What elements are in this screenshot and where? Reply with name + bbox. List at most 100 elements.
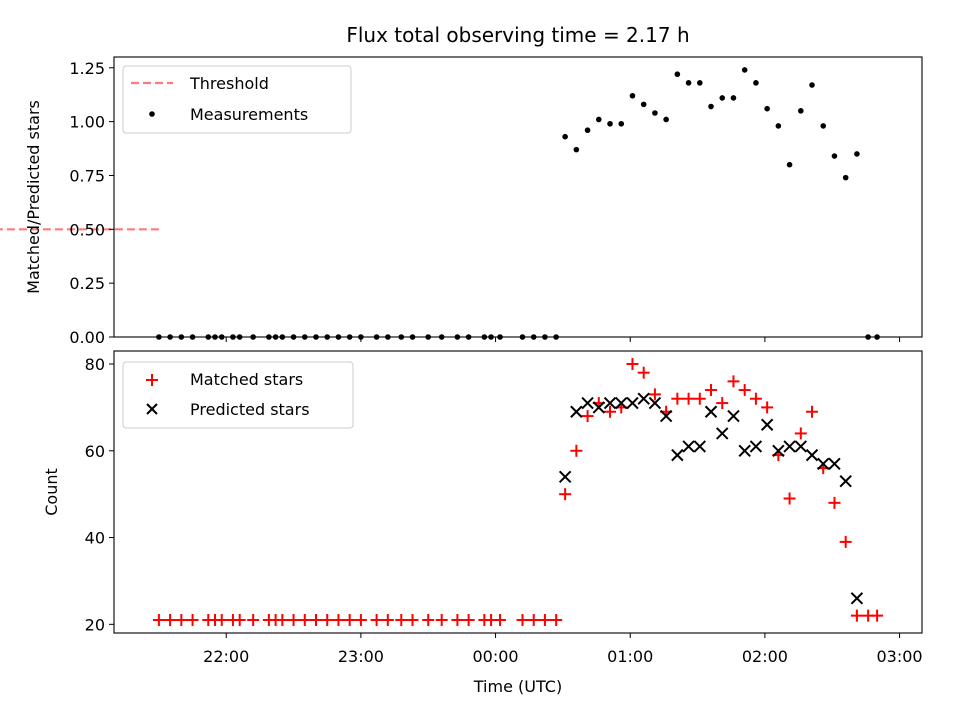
predicted-star-point <box>592 401 606 414</box>
matched-star-point <box>332 613 345 626</box>
measurement-point <box>786 161 793 168</box>
matched-star-point <box>164 613 177 626</box>
predicted-star-point <box>817 457 830 471</box>
measurement-point <box>842 174 849 181</box>
matched-star-point <box>215 613 228 626</box>
measurement-point <box>775 123 782 129</box>
predicted-star-point <box>682 440 695 453</box>
matched-star-point <box>247 613 260 626</box>
measurement-point <box>618 120 625 127</box>
matched-star-point <box>152 613 165 626</box>
measurement-point <box>719 95 726 101</box>
measurement-point <box>674 71 681 78</box>
matched-star-point <box>527 613 540 626</box>
matched-stars-points <box>152 358 884 626</box>
y-tick-label: 60 <box>85 442 105 461</box>
top-legend-box <box>122 65 352 134</box>
y-tick-label: 0.75 <box>69 166 105 185</box>
y-tick-label: 20 <box>85 615 105 634</box>
predicted-star-point <box>727 409 740 423</box>
matched-star-point <box>381 613 394 626</box>
predicted-star-point <box>772 444 785 457</box>
matched-star-point <box>494 613 507 626</box>
matched-star-point <box>422 613 435 626</box>
predicted-star-point <box>716 427 729 440</box>
measurement-point <box>854 151 860 157</box>
top-axes-frame <box>113 56 923 338</box>
predicted-star-point <box>805 448 819 462</box>
x-tick-label: 00:00 <box>473 647 519 666</box>
matched-star-point <box>761 401 774 414</box>
matched-star-point <box>871 609 884 622</box>
matched-star-point <box>626 358 639 371</box>
matched-star-point <box>749 392 762 405</box>
measurement-point <box>730 95 737 101</box>
measurement-point <box>573 146 580 153</box>
y-tick-label: 0.00 <box>69 328 105 347</box>
matched-star-point <box>794 427 807 440</box>
measurement-point <box>640 101 647 108</box>
matched-star-point <box>175 613 188 626</box>
measurement-point <box>753 80 759 86</box>
y-tick-label: 80 <box>85 355 105 374</box>
bottom-legend-box <box>122 361 354 429</box>
measurement-points <box>156 67 880 340</box>
predicted-star-point <box>783 440 796 453</box>
predicted-star-point <box>760 418 774 431</box>
matched-star-point <box>828 496 841 509</box>
predicted-star-point <box>693 440 707 453</box>
matched-star-point <box>354 613 367 626</box>
y-tick-label: 40 <box>85 529 105 548</box>
legend-matched-swatch <box>146 374 158 386</box>
matched-star-point <box>570 444 583 457</box>
measurement-point <box>584 127 591 134</box>
matched-star-point <box>370 613 383 626</box>
matched-star-point <box>287 613 300 626</box>
legend-predicted-swatch <box>146 403 158 415</box>
measurement-point <box>741 67 748 73</box>
legend-threshold-label: Threshold <box>189 74 269 93</box>
top-panel: 0.00 0.25 0.50 0.75 1.00 1.25 Matched/Predict… <box>0 56 923 347</box>
matched-star-point <box>738 384 751 397</box>
predicted-star-point <box>659 409 673 423</box>
measurement-point <box>831 153 838 159</box>
measurement-point <box>697 80 703 86</box>
predicted-star-point <box>794 440 808 453</box>
predicted-star-point <box>704 405 718 418</box>
matched-star-point <box>559 488 572 501</box>
legend-predicted-label: Predicted stars <box>190 400 310 419</box>
matched-star-point <box>462 613 475 626</box>
matched-star-point <box>705 384 718 397</box>
matched-star-point <box>310 613 322 626</box>
predicted-star-point <box>615 396 628 410</box>
matched-star-point <box>186 613 199 626</box>
predicted-star-point <box>839 474 852 488</box>
predicted-star-point <box>850 592 864 605</box>
matched-star-point <box>604 405 617 418</box>
matched-star-point <box>233 613 246 626</box>
matched-star-point <box>682 392 695 405</box>
top-legend: Threshold Measurements <box>122 65 352 134</box>
bottom-legend: Matched stars Predicted stars <box>122 361 354 429</box>
predicted-star-point <box>626 396 639 410</box>
matched-star-point <box>850 609 863 622</box>
legend-measurements-swatch <box>149 111 155 117</box>
predicted-star-point <box>828 457 841 471</box>
measurement-point <box>809 82 815 88</box>
matched-star-point <box>783 492 796 505</box>
legend-measurements-label: Measurements <box>190 105 308 124</box>
predicted-stars-points <box>558 392 864 605</box>
matched-star-point <box>321 613 334 626</box>
predicted-star-point <box>570 405 583 418</box>
measurement-point <box>663 116 669 123</box>
predicted-star-point <box>738 444 751 457</box>
matched-star-point <box>343 613 356 626</box>
y-tick-label: 0.25 <box>69 274 105 293</box>
matched-star-point <box>716 397 729 410</box>
x-tick-label: 03:00 <box>877 647 923 666</box>
measurement-point <box>562 133 568 140</box>
x-tick-label: 23:00 <box>338 647 384 666</box>
top-y-axis: 0.00 0.25 0.50 0.75 1.00 1.25 <box>69 59 114 347</box>
matched-star-point <box>435 613 448 626</box>
